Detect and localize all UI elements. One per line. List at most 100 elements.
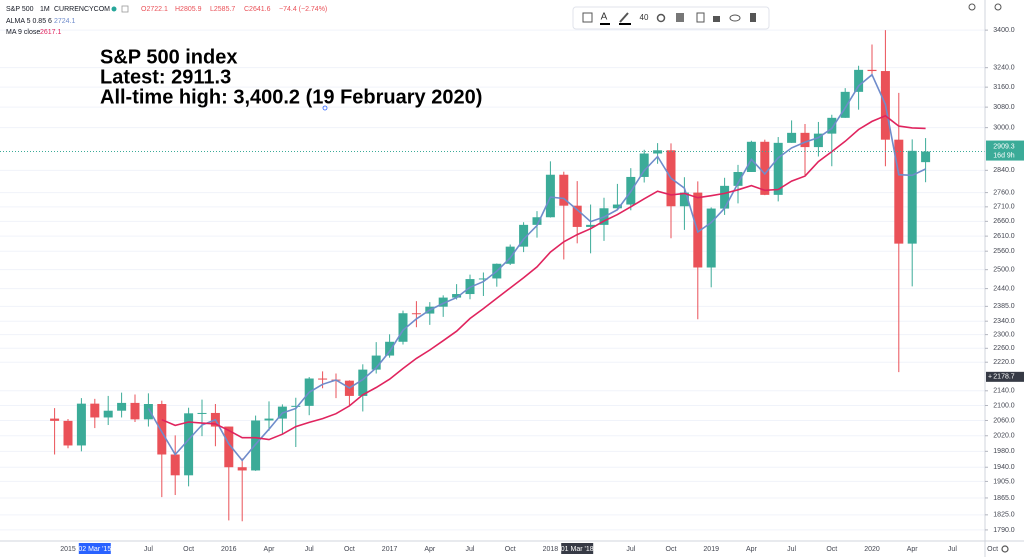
annotation-line: S&P 500 index bbox=[100, 46, 237, 68]
axes: 3400.0 3240.0 3160.0 3080.0 3000.0 2840.0 2760… bbox=[60, 27, 1015, 554]
y-tick-label: 2340.0 bbox=[993, 318, 1015, 325]
annotation-line: All-time high: 3,400.2 (19 February 2020… bbox=[100, 86, 482, 108]
y-tick-label: 2300.0 bbox=[993, 331, 1015, 338]
x-tick-label: Oct bbox=[666, 546, 677, 553]
candle-body bbox=[103, 410, 113, 418]
y-tick-label: 2500.0 bbox=[993, 267, 1015, 274]
legend-icon[interactable] bbox=[121, 5, 129, 13]
candle-body bbox=[411, 313, 421, 315]
tool-layers[interactable] bbox=[676, 13, 684, 22]
candle-body bbox=[237, 467, 247, 471]
candle-body bbox=[706, 208, 716, 268]
plot-area bbox=[0, 30, 985, 522]
top-right-icons bbox=[968, 3, 1002, 11]
indicator-name: MA 9 close bbox=[6, 29, 40, 36]
icon[interactable] bbox=[968, 3, 976, 11]
tool-delete[interactable] bbox=[750, 13, 756, 22]
time-axis bbox=[0, 541, 1024, 557]
candle-body bbox=[170, 454, 180, 476]
x-highlight-box bbox=[561, 543, 594, 554]
y-tick-label: 2220.0 bbox=[993, 359, 1015, 366]
candle-body bbox=[63, 420, 73, 446]
y-tick-label: 2610.0 bbox=[993, 233, 1015, 240]
last-price-label: 2909.3 bbox=[993, 143, 1015, 150]
interval: 1M bbox=[40, 6, 50, 13]
ohlc-value: O2722.1 bbox=[141, 6, 168, 13]
x-tick-label: Jul bbox=[787, 546, 796, 553]
x-tick-label: 2019 bbox=[703, 546, 719, 553]
crosshair-plus: + bbox=[988, 374, 992, 381]
candle-body bbox=[318, 378, 328, 380]
ohlc-value: C2641.6 bbox=[244, 6, 271, 13]
candle-body bbox=[773, 142, 783, 195]
x-tick-label: Jul bbox=[144, 546, 153, 553]
x-tick-label: Jul bbox=[305, 546, 314, 553]
tool-clone[interactable] bbox=[696, 12, 705, 23]
tool-settings[interactable] bbox=[656, 13, 666, 23]
y-tick-label: 1790.0 bbox=[993, 527, 1015, 534]
settings-icon[interactable] bbox=[1001, 545, 1009, 553]
candle-body bbox=[197, 412, 207, 414]
tool-font-size[interactable]: 40 bbox=[640, 13, 649, 22]
y-tick-label: 1940.0 bbox=[993, 464, 1015, 471]
x-tick-label: Apr bbox=[424, 546, 436, 553]
toolbar: A 40 bbox=[572, 6, 770, 30]
legend: S&P 500 1M CURRENCYCOM O2722.1 H2805.9 L25… bbox=[6, 5, 327, 36]
anchor-point[interactable] bbox=[322, 105, 328, 111]
y-tick-label: 1865.0 bbox=[993, 495, 1015, 502]
candle-body bbox=[639, 153, 649, 177]
candle-body bbox=[545, 174, 555, 218]
candle-body bbox=[90, 403, 100, 418]
y-tick-label: 2440.0 bbox=[993, 285, 1015, 292]
y-tick-label: 2560.0 bbox=[993, 248, 1015, 255]
indicator-line bbox=[161, 114, 926, 441]
candle-body bbox=[143, 404, 153, 420]
crosshair-price-label: 2178.7 bbox=[993, 374, 1015, 381]
x-tick-label: Oct bbox=[826, 546, 837, 553]
y-tick-label: 3080.0 bbox=[993, 104, 1015, 111]
candle-body bbox=[760, 141, 770, 195]
candle-body bbox=[358, 369, 368, 396]
candle-body bbox=[733, 171, 743, 186]
y-tick-label: 1825.0 bbox=[993, 512, 1015, 519]
candle-body bbox=[867, 69, 877, 72]
y-tick-label: 3160.0 bbox=[993, 84, 1015, 91]
candle-body bbox=[720, 185, 730, 209]
y-tick-label: 2260.0 bbox=[993, 345, 1015, 352]
x-tick-label: Oct bbox=[344, 546, 355, 553]
x-tick-label: Oct bbox=[183, 546, 194, 553]
tool-pen[interactable] bbox=[619, 12, 629, 23]
y-tick-label: 2710.0 bbox=[993, 204, 1015, 211]
candle-body bbox=[130, 402, 140, 420]
candle-body bbox=[76, 403, 86, 446]
y-tick-label: 2840.0 bbox=[993, 167, 1015, 174]
tool-text[interactable]: A bbox=[601, 12, 608, 23]
x-highlight-label: 01 Mar '18 bbox=[561, 546, 594, 553]
candle-body bbox=[398, 313, 408, 342]
x-tick-label: 2020 bbox=[864, 546, 880, 553]
x-highlight-label: 02 Mar '15 bbox=[78, 546, 111, 553]
tool-lock[interactable] bbox=[713, 16, 720, 22]
candle-body bbox=[572, 205, 582, 227]
indicator-name: ALMA 5 0.85 6 bbox=[6, 18, 52, 25]
candle-body bbox=[157, 404, 167, 455]
icon[interactable] bbox=[994, 3, 1002, 11]
candle-body bbox=[813, 133, 823, 148]
candle-body bbox=[50, 418, 60, 421]
y-tick-label: 2385.0 bbox=[993, 303, 1015, 310]
ohlc-legend: O2722.1 H2805.9 L2585.7 C2641.6 −74.4 (−2.74… bbox=[141, 6, 327, 13]
tool-visibility[interactable] bbox=[729, 14, 741, 22]
candle-body bbox=[478, 278, 488, 280]
candle-body bbox=[117, 402, 127, 411]
y-tick-label: 2140.0 bbox=[993, 388, 1015, 395]
candle-body bbox=[438, 297, 448, 307]
tool-rect[interactable] bbox=[582, 12, 593, 23]
source: CURRENCYCOM bbox=[54, 6, 110, 13]
y-tick-label: 3000.0 bbox=[993, 124, 1015, 131]
candle-body bbox=[291, 405, 301, 407]
candle-body bbox=[800, 132, 810, 148]
x-tick-label: 2018 bbox=[543, 546, 559, 553]
price-axis bbox=[985, 0, 1024, 541]
